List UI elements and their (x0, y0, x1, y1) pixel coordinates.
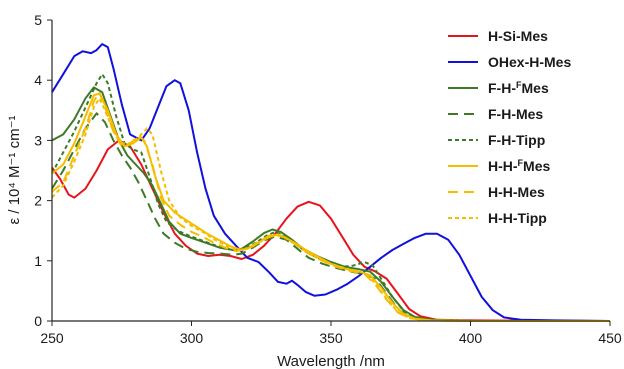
legend-label-h-h-tipp: H-H-Tipp (488, 210, 547, 226)
plot-series (51, 43, 611, 322)
legend-label-f-h-mes: F-H-Mes (488, 106, 543, 122)
legend-label-h-h-mes: H-H-Mes (488, 184, 545, 200)
x-tick-label: 250 (40, 330, 64, 346)
legend-label-h-h-fmes: H-H-FMes (488, 158, 550, 174)
series-line-f-h-fmes (51, 86, 610, 322)
legend-label-f-h-tipp: F-H-Tipp (488, 132, 545, 148)
y-tick-label: 4 (34, 72, 42, 88)
series-line-h-h-fmes (51, 92, 610, 322)
series-line-h-h-tipp (51, 97, 610, 322)
series-line-h-h-mes (51, 91, 610, 322)
y-tick-label: 5 (34, 12, 42, 28)
legend-label-ohex-h-mes: OHex-H-Mes (488, 54, 571, 70)
y-axis-title: ε / 10⁴ M⁻¹ cm⁻¹ (6, 116, 23, 225)
legend-label-f-h-fmes: F-H-FMes (488, 80, 549, 96)
series-line-ohex-h-mes (51, 43, 611, 322)
series-line-f-h-mes (51, 112, 610, 322)
axes: 250 300 350 400 450 0 1 2 3 4 5 (34, 12, 622, 346)
x-tick-label: 450 (598, 330, 622, 346)
y-tick-label: 0 (34, 313, 42, 329)
x-tick-label: 300 (180, 330, 204, 346)
y-tick-label: 2 (34, 193, 42, 209)
x-tick-label: 400 (459, 330, 483, 346)
x-axis-title: Wavelength /nm (277, 353, 385, 369)
legend-label-h-si-mes: H-Si-Mes (488, 28, 548, 44)
series-line-f-h-tipp (51, 73, 610, 322)
y-tick-label: 1 (34, 253, 42, 269)
y-tick-label: 3 (34, 132, 42, 148)
x-tick-label: 350 (319, 330, 343, 346)
legend: H-Si-Mes OHex-H-Mes F-H-FMes F-H-Mes F-H-Tip… (448, 28, 571, 226)
